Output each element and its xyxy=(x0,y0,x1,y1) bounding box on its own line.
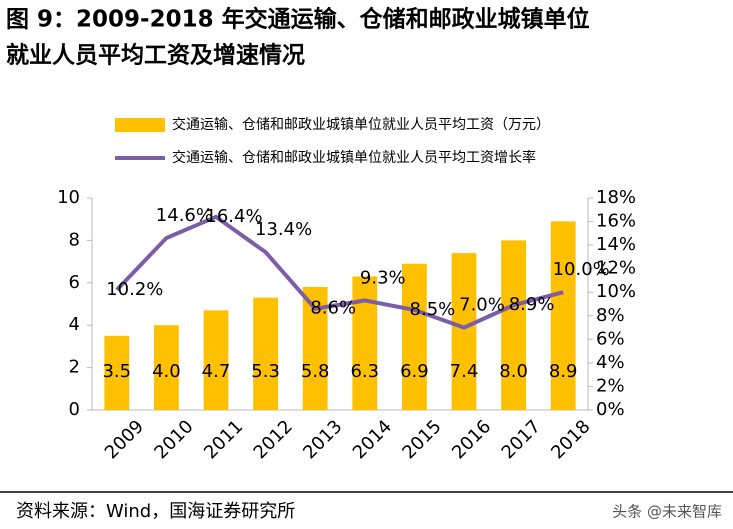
x-tick-label: 2013 xyxy=(299,416,346,463)
x-tick-label: 2016 xyxy=(448,416,495,463)
line-value-label: 10.0% xyxy=(553,259,610,280)
y2-tick-label: 4% xyxy=(596,352,625,373)
bar xyxy=(402,263,427,410)
bar-value-label: 6.9 xyxy=(400,361,429,382)
line-value-label: 8.6% xyxy=(310,298,356,319)
bar-value-label: 6.3 xyxy=(350,361,379,382)
legend-swatch xyxy=(115,118,165,132)
line-value-label: 9.3% xyxy=(360,267,406,288)
bar xyxy=(352,276,378,410)
bar xyxy=(203,310,229,410)
bar-value-label: 7.4 xyxy=(450,361,479,382)
legend-label: 交通运输、仓储和邮政业城镇单位就业人员平均工资（万元） xyxy=(172,116,550,133)
y2-tick-label: 16% xyxy=(596,211,636,232)
y2-tick-label: 0% xyxy=(596,399,625,420)
bar xyxy=(550,221,576,410)
bar-value-label: 4.0 xyxy=(152,361,181,382)
line-value-label: 10.2% xyxy=(106,279,163,300)
x-tick-label: 2011 xyxy=(200,416,247,463)
bar-value-label: 5.3 xyxy=(251,361,280,382)
y-tick-label: 10 xyxy=(57,187,80,208)
y-tick-label: 2 xyxy=(69,357,80,378)
x-tick-label: 2012 xyxy=(250,416,297,463)
x-tick-label: 2018 xyxy=(547,416,594,463)
line-value-label: 8.9% xyxy=(509,294,555,315)
x-tick-label: 2009 xyxy=(101,416,148,463)
y-tick-label: 0 xyxy=(69,399,80,420)
y2-tick-label: 2% xyxy=(596,375,625,396)
y-tick-label: 6 xyxy=(69,272,80,293)
y2-tick-label: 8% xyxy=(596,305,625,326)
source: 资料来源：Wind，国海证券研究所 xyxy=(16,501,295,522)
line-value-label: 13.4% xyxy=(255,219,312,240)
bar-value-label: 5.8 xyxy=(301,361,330,382)
y2-tick-label: 12% xyxy=(596,258,636,279)
y2-tick-label: 10% xyxy=(596,281,636,302)
bar xyxy=(104,335,130,410)
watermark: 头条 @未来智库 xyxy=(612,503,722,521)
x-tick-label: 2014 xyxy=(349,416,396,463)
y2-tick-label: 18% xyxy=(596,187,636,208)
legend-label: 交通运输、仓储和邮政业城镇单位就业人员平均工资增长率 xyxy=(172,149,536,166)
y-tick-label: 8 xyxy=(69,229,80,250)
x-tick-label: 2015 xyxy=(398,416,445,463)
bar-value-label: 8.0 xyxy=(499,361,528,382)
bar-value-label: 3.5 xyxy=(102,361,131,382)
bar xyxy=(154,325,179,410)
line xyxy=(115,214,564,330)
y2-tick-label: 6% xyxy=(596,328,625,349)
y-tick-label: 4 xyxy=(69,314,80,335)
x-tick-label: 2017 xyxy=(498,416,545,463)
line-value-label: 8.5% xyxy=(410,299,456,320)
bar-value-label: 8.9 xyxy=(549,361,578,382)
line-value-label: 14.6% xyxy=(156,205,213,226)
line-value-label: 16.4% xyxy=(205,206,262,227)
x-tick-label: 2010 xyxy=(150,416,197,463)
chart-title: 就业人员平均工资及增速情况 xyxy=(6,42,305,69)
y2-tick-label: 14% xyxy=(596,234,636,255)
line-value-label: 7.0% xyxy=(459,295,505,316)
bar xyxy=(501,240,526,410)
bar xyxy=(253,297,278,410)
chart-title: 图 9：2009-2018 年交通运输、仓储和邮政业城镇单位 xyxy=(6,6,590,33)
bar xyxy=(451,253,477,410)
bar-value-label: 4.7 xyxy=(202,361,231,382)
